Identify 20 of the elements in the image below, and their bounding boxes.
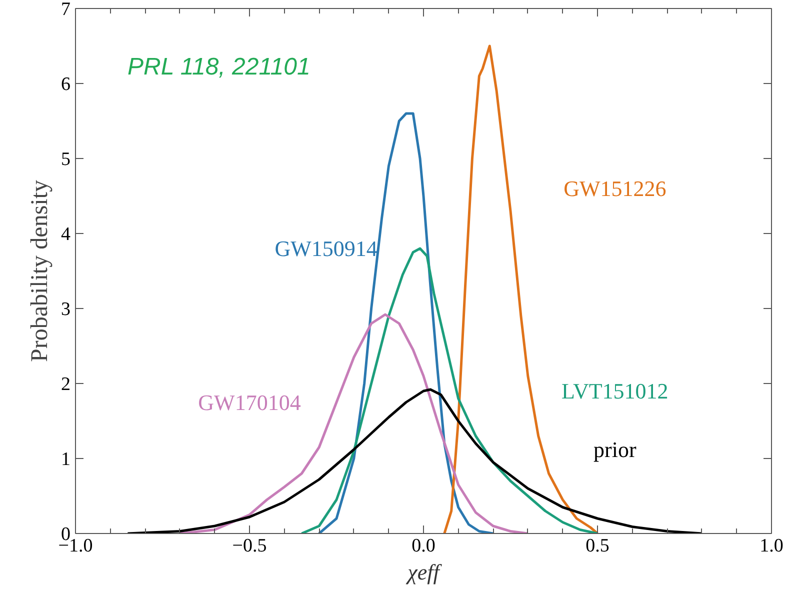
y-axis-title: Probability density: [27, 180, 53, 362]
series-label: GW150914: [274, 236, 378, 261]
y-tick-label: 4: [61, 224, 71, 245]
series-label: GW170104: [198, 390, 301, 415]
y-tick-label: 5: [61, 149, 70, 170]
y-tick-label: 7: [61, 0, 70, 20]
y-tick-label: 2: [61, 374, 70, 395]
y-tick-label: 1: [61, 449, 70, 470]
y-tick-label: 3: [61, 299, 70, 320]
x-tick-label: 1.0: [760, 536, 784, 556]
x-tick-label: 0.0: [412, 536, 436, 556]
y-tick-label: 6: [61, 74, 70, 95]
x-tick-label: −0.5: [232, 536, 267, 556]
annotation: PRL 118, 221101: [128, 54, 310, 80]
text: GW151226: [564, 176, 666, 201]
x-axis-title: χeff: [406, 560, 442, 584]
x-tick-label: 0.5: [586, 536, 610, 556]
line-series: [178, 313, 530, 534]
text: prior: [594, 437, 637, 462]
text: LVT151012: [562, 378, 668, 404]
